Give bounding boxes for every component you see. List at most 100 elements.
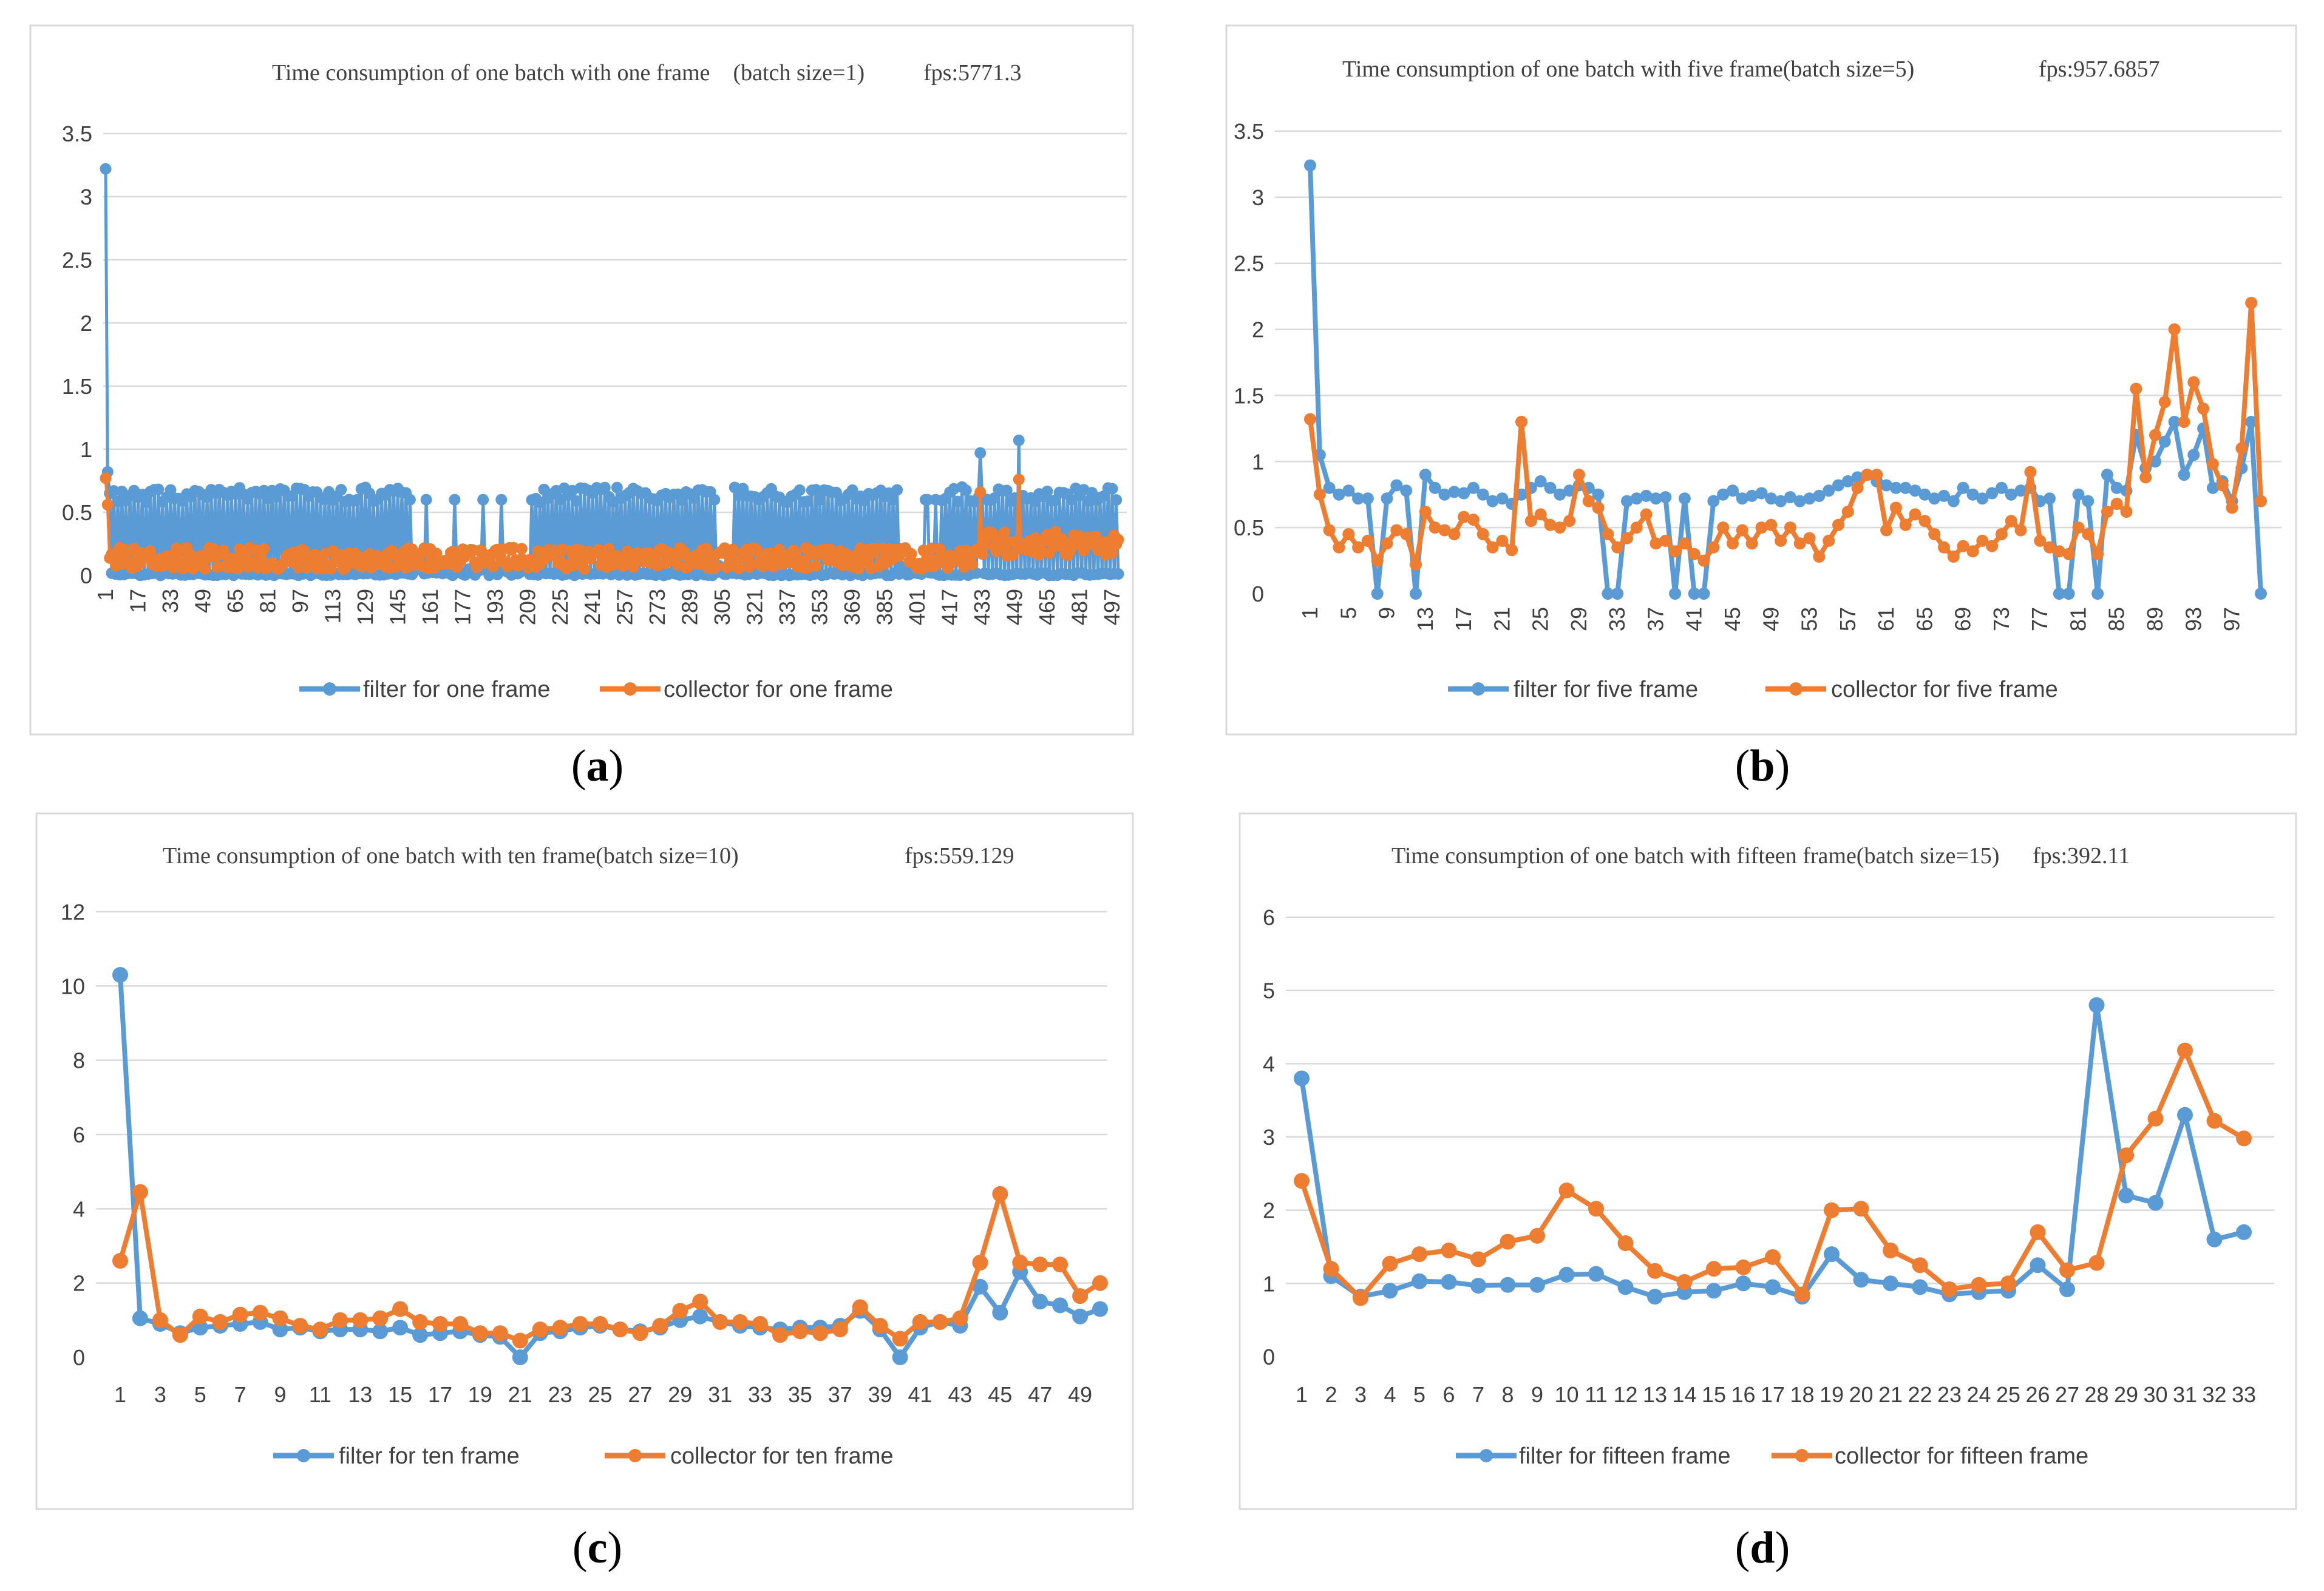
collector-series-point xyxy=(852,1299,868,1315)
filter-series-point xyxy=(892,1349,908,1365)
chart-a-fps: fps:5771.3 xyxy=(923,60,1022,86)
x-tick-label: 39 xyxy=(868,1382,892,1407)
collector-series-point xyxy=(392,1301,409,1317)
filter-series-point xyxy=(2206,1231,2223,1247)
chart-b-x-axis: 1 5 9 13 17 21 25 29 33 37 41 45 49 53 57 61 65 69 73 77 81 8… xyxy=(1297,607,2244,631)
filter-series-point xyxy=(1072,1308,1089,1325)
collector-series-point xyxy=(1971,1277,1987,1293)
filter-series-point xyxy=(1745,489,1758,502)
filter-series-point xyxy=(335,484,347,496)
x-tick-label: 77 xyxy=(2027,607,2052,631)
x-tick-label: 5 xyxy=(1336,607,1361,619)
collector-series-point xyxy=(132,1184,148,1200)
filter-series-point xyxy=(1928,492,1941,505)
chart-a-frame xyxy=(29,24,1134,736)
filter-series-point xyxy=(1918,488,1931,501)
collector-series-point xyxy=(966,558,978,571)
chart-d-legend: filter for fifteen frame collector for f… xyxy=(1456,1443,2088,1469)
filter-series-point xyxy=(1976,492,1989,505)
x-tick-label: 25 xyxy=(1528,607,1553,631)
filter-series-point xyxy=(1448,486,1461,498)
y-tick-label: 8 xyxy=(73,1048,85,1073)
collector-series-point xyxy=(2178,416,2190,428)
y-tick-label: 1 xyxy=(80,437,92,462)
chart-d-x-axis: 1 2 3 4 5 6 7 8 9 10 11 12 13 14 15 16 17 18 19 20 21 22 23 24 2… xyxy=(1296,1382,2256,1407)
legend-collector-marker xyxy=(1789,682,1802,696)
x-tick-label: 10 xyxy=(1554,1382,1578,1407)
collector-series-point xyxy=(2005,515,2017,528)
legend-filter-marker xyxy=(1480,1449,1493,1462)
filter-series-point xyxy=(974,447,987,459)
collector-series-point xyxy=(1824,1202,1840,1218)
filter-series-point xyxy=(1294,1070,1310,1087)
filter-series-point xyxy=(1361,492,1374,505)
filter-series-point xyxy=(512,1349,528,1365)
filter-series-point xyxy=(1688,588,1701,600)
collector-series-point xyxy=(144,544,156,557)
y-tick-label: 2 xyxy=(1263,1198,1275,1223)
filter-series-point xyxy=(1883,1275,1898,1292)
collector-series-point xyxy=(1588,1201,1604,1217)
collector-series-point xyxy=(592,1316,608,1332)
filter-series-point xyxy=(846,484,858,496)
filter-series-point xyxy=(1410,588,1422,600)
collector-series-point xyxy=(1957,540,1969,552)
collector-series-point xyxy=(810,560,822,572)
x-tick-label: 385 xyxy=(872,589,897,625)
collector-series-point xyxy=(1976,534,1989,547)
filter-series-point xyxy=(1470,1278,1486,1294)
filter-series-point xyxy=(793,484,806,496)
collector-series-point xyxy=(912,1314,928,1330)
filter-series-point xyxy=(891,484,903,496)
x-tick-label: 41 xyxy=(1682,607,1707,631)
x-tick-label: 289 xyxy=(678,589,702,625)
collector-series-point xyxy=(1745,537,1758,550)
collector-series-point xyxy=(2226,501,2238,514)
collector-series-point xyxy=(532,1321,548,1338)
y-tick-label: 3 xyxy=(1252,185,1264,210)
filter-series-point xyxy=(1735,1275,1751,1292)
collector-series-point xyxy=(112,1253,128,1269)
collector-series-point xyxy=(212,1314,228,1330)
collector-series-point xyxy=(1678,537,1691,550)
collector-series-point xyxy=(1112,534,1124,546)
x-tick-label: 29 xyxy=(668,1382,692,1407)
collector-series-point xyxy=(252,1304,268,1321)
x-tick-label: 2 xyxy=(1325,1382,1337,1407)
collector-series-point xyxy=(2088,1255,2105,1271)
legend-filter-label: filter for one frame xyxy=(363,677,550,702)
chart-a-title: Time consumption of one batch with one f… xyxy=(272,60,865,86)
collector-series-point xyxy=(258,543,270,555)
filter-series-point xyxy=(1333,488,1345,501)
collector-series-point xyxy=(1832,518,1844,531)
collector-series-point xyxy=(2118,1147,2134,1164)
collector-series-point xyxy=(232,1306,248,1323)
x-tick-label: 19 xyxy=(468,1382,492,1407)
x-tick-label: 177 xyxy=(450,589,475,625)
x-tick-label: 97 xyxy=(288,589,313,613)
x-tick-label: 353 xyxy=(807,589,832,625)
collector-series-point xyxy=(2245,297,2258,309)
filter-series-point xyxy=(1880,479,1893,492)
collector-series-point xyxy=(1438,524,1451,537)
filter-series-point xyxy=(449,494,461,506)
filter-series-point xyxy=(1966,488,1979,501)
x-tick-label: 241 xyxy=(580,589,605,625)
filter-series-point xyxy=(960,484,972,497)
collector-series-point xyxy=(1106,547,1118,559)
x-tick-label: 193 xyxy=(483,589,508,625)
filter-series-point xyxy=(2082,495,2095,507)
collector-series-point xyxy=(412,1314,429,1330)
filter-series-point xyxy=(1390,479,1403,492)
x-tick-label: 31 xyxy=(708,1382,732,1407)
collector-series-point xyxy=(1650,537,1662,550)
collector-series-point xyxy=(2139,471,2152,484)
collector-series-point xyxy=(2091,548,2104,560)
collector-series-point xyxy=(199,563,211,575)
y-tick-label: 0 xyxy=(73,1345,85,1370)
y-tick-label: 0.5 xyxy=(62,500,92,525)
collector-series-point xyxy=(1419,506,1432,518)
collector-series-point xyxy=(101,499,114,511)
collector-series-point xyxy=(1889,501,1902,514)
x-tick-label: 401 xyxy=(905,589,929,625)
